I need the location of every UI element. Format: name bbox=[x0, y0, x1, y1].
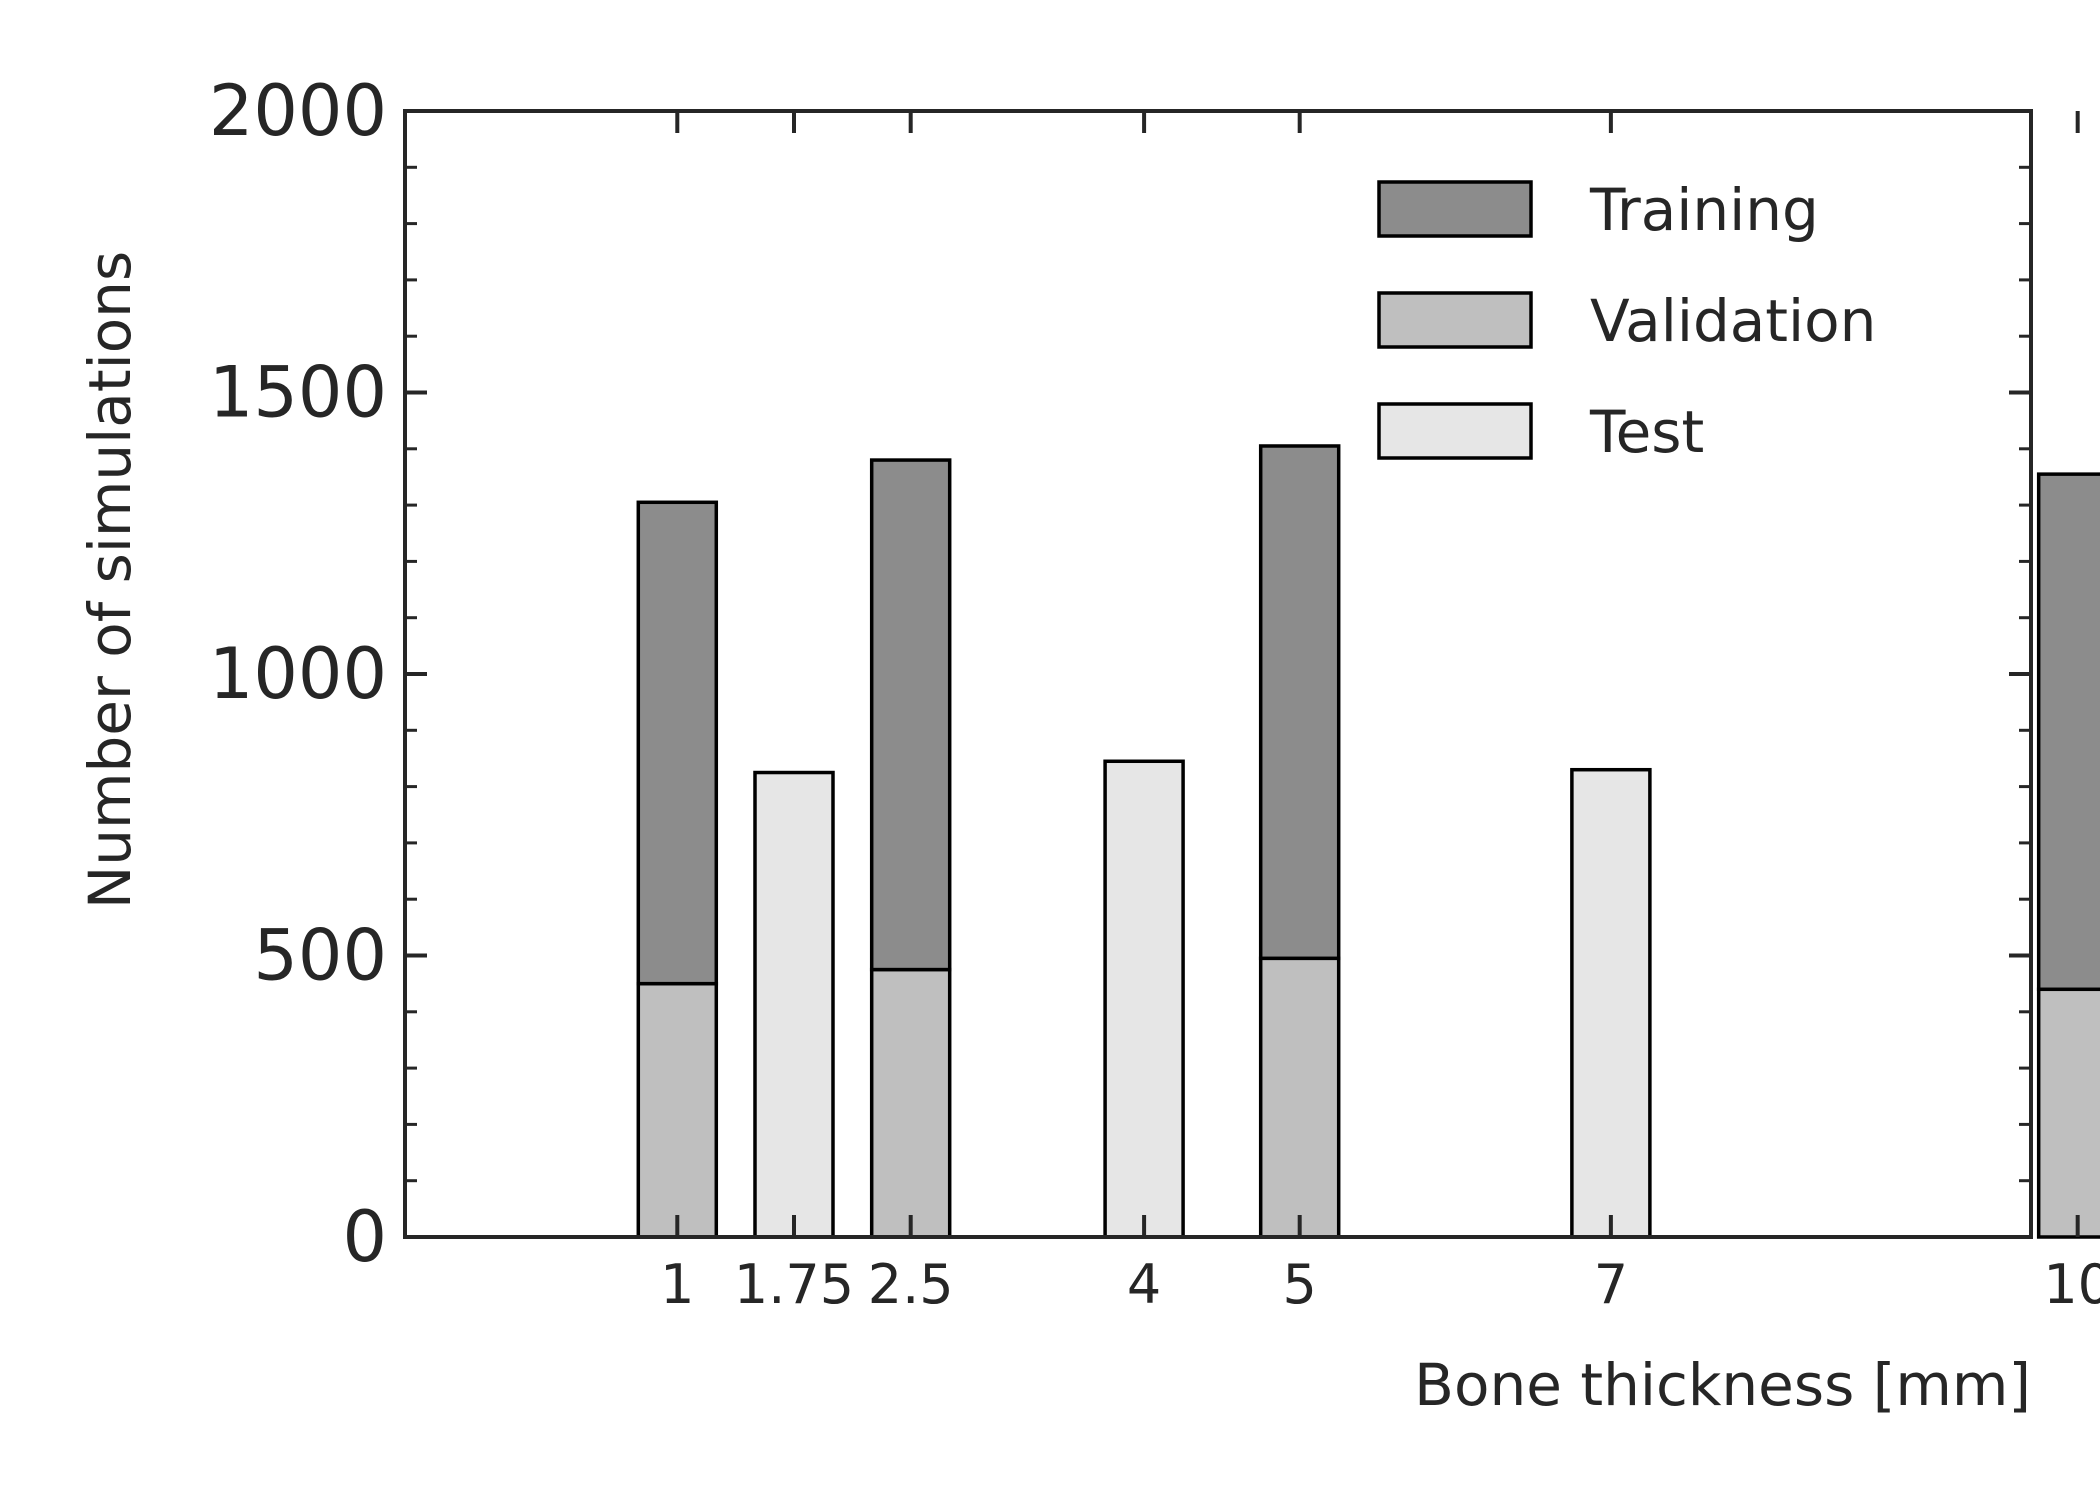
legend-label-validation: Validation bbox=[1590, 287, 1876, 355]
axes-layer: 0 500 1000 1500 2000 1 1.75 2.5 4 5 7 10 bbox=[209, 70, 2100, 1316]
bar-test-1_75 bbox=[753, 770, 835, 1239]
bars-layer bbox=[636, 444, 2100, 1239]
legend: Training Validation Test bbox=[1377, 176, 1876, 466]
x-tick-label: 4 bbox=[1127, 1253, 1161, 1316]
bar-training-5 bbox=[1258, 444, 1341, 961]
legend-swatch-test bbox=[1377, 402, 1533, 460]
bar-validation-10 bbox=[2036, 987, 2100, 1239]
bar-test-7 bbox=[1570, 767, 1652, 1239]
y-axis-title: Number of simulations bbox=[76, 251, 144, 909]
bar-training-2_5 bbox=[869, 458, 952, 972]
legend-label-test: Test bbox=[1589, 398, 1704, 466]
y-tick-label: 1000 bbox=[209, 633, 387, 715]
x-tick-label: 5 bbox=[1283, 1253, 1317, 1316]
x-tick-label: 7 bbox=[1594, 1253, 1628, 1316]
x-tick-label: 10 bbox=[2043, 1253, 2100, 1316]
x-tick-label: 1 bbox=[660, 1253, 694, 1316]
bar-test-4 bbox=[1103, 759, 1185, 1239]
x-axis-title: Bone thickness [mm] bbox=[1414, 1351, 2031, 1419]
bar-training-1 bbox=[636, 500, 719, 986]
y-tick-label: 500 bbox=[253, 915, 387, 997]
bar-validation-1 bbox=[636, 981, 719, 1239]
x-tick-label: 2.5 bbox=[868, 1253, 954, 1316]
y-tick-label: 2000 bbox=[209, 70, 387, 152]
legend-swatch-validation bbox=[1377, 291, 1533, 349]
legend-label-training: Training bbox=[1589, 176, 1819, 244]
bar-training-10 bbox=[2036, 472, 2100, 992]
legend-swatch-training bbox=[1377, 180, 1533, 238]
bar-validation-2_5 bbox=[869, 967, 952, 1239]
x-tick-label: 1.75 bbox=[734, 1253, 854, 1316]
y-tick-label: 0 bbox=[342, 1196, 387, 1278]
bar-validation-5 bbox=[1258, 956, 1341, 1239]
y-tick-label: 1500 bbox=[209, 352, 387, 434]
